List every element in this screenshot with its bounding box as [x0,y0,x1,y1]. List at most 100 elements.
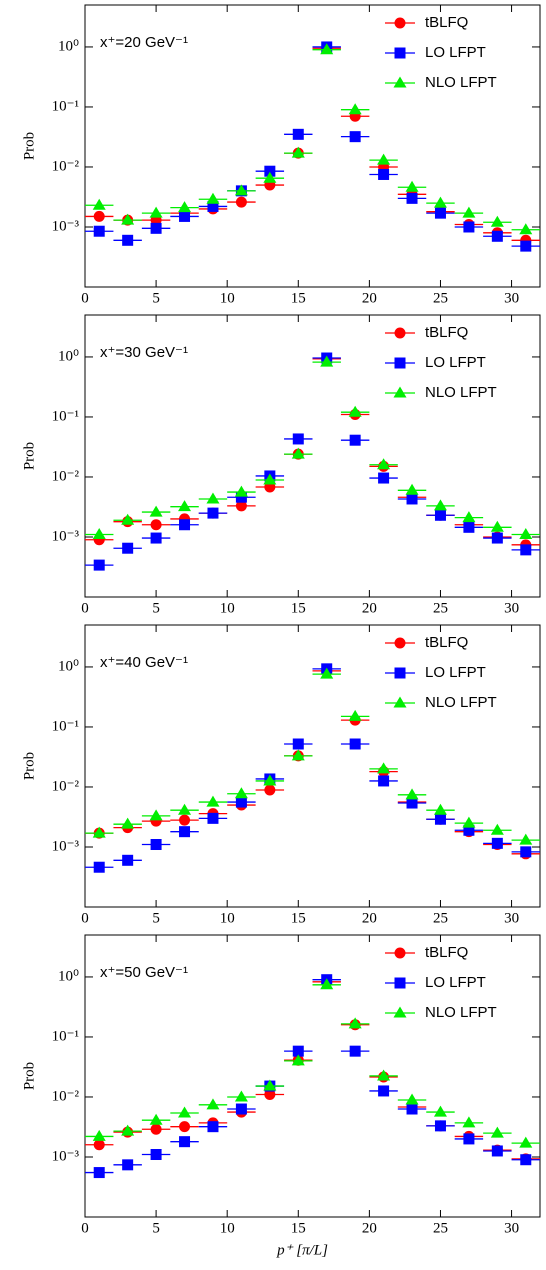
marker [93,559,105,571]
marker [291,447,305,459]
marker [378,1085,390,1097]
marker [150,222,162,234]
marker [377,458,391,470]
marker [179,826,191,838]
marker [406,1103,418,1115]
marker [150,839,162,851]
panel-title: x⁺=30 GeV⁻¹ [100,344,188,361]
legend-marker [394,977,406,989]
marker [491,230,503,242]
y-tick-label: 10⁰ [58,658,79,674]
marker [235,500,247,512]
marker [433,1105,447,1117]
marker [150,1123,162,1135]
marker [292,128,304,140]
x-tick-label: 0 [81,600,89,616]
marker [150,532,162,544]
x-tick-label: 25 [433,910,448,926]
legend-marker [393,386,407,398]
marker [349,131,361,143]
marker [377,153,391,165]
marker [405,483,419,495]
marker [520,240,532,252]
marker [150,1149,162,1161]
marker [292,1045,304,1057]
y-tick-label: 10⁰ [58,968,79,984]
y-tick-label: 10⁰ [58,38,79,54]
legend-label: tBLFQ [425,944,468,961]
x-tick-label: 20 [362,1220,377,1236]
legend-label: tBLFQ [425,324,468,341]
plot-frame [84,624,541,908]
marker [348,709,362,721]
marker [377,1069,391,1081]
marker [93,861,105,873]
marker [122,1159,134,1171]
marker [434,1120,446,1132]
marker [149,1113,163,1125]
marker [264,784,276,796]
marker [235,491,247,503]
legend-marker [393,76,407,88]
marker [519,833,533,845]
marker [491,1145,503,1157]
x-tick-label: 30 [504,600,519,616]
marker [92,198,106,210]
y-axis-label: Prob [21,1062,37,1090]
marker [92,826,106,838]
marker [405,180,419,192]
x-tick-label: 15 [291,1220,306,1236]
panel-title: x⁺=40 GeV⁻¹ [100,654,188,671]
marker [349,1045,361,1057]
plot-area [85,974,540,1179]
y-tick-label: 10⁻³ [52,1148,80,1164]
y-tick-label: 10⁻² [52,468,80,484]
marker [519,1136,533,1148]
marker [149,809,163,821]
marker [178,803,192,815]
marker [491,837,503,849]
x-tick-label: 25 [433,1220,448,1236]
marker [463,221,475,233]
x-tick-label: 0 [81,290,89,306]
legend-marker [394,17,406,29]
marker [463,824,475,836]
y-tick-label: 10⁻¹ [52,98,79,114]
marker [292,738,304,750]
marker [378,168,390,180]
y-tick-label: 10⁻² [52,1088,80,1104]
marker [462,1116,476,1128]
panel-title: x⁺=20 GeV⁻¹ [100,34,188,51]
y-tick-label: 10⁻³ [52,528,80,544]
y-tick-label: 10⁻¹ [52,1028,79,1044]
marker [179,1121,191,1133]
x-tick-label: 15 [291,910,306,926]
legend-marker [394,667,406,679]
marker [206,492,220,504]
marker [263,171,277,183]
y-tick-label: 10⁻² [52,158,80,174]
y-tick-label: 10⁻² [52,778,80,794]
marker [490,520,504,532]
marker [406,797,418,809]
marker [320,43,334,55]
marker [122,542,134,554]
marker [178,1106,192,1118]
marker [349,434,361,446]
marker [433,196,447,208]
marker [93,1167,105,1179]
plot-area [85,41,540,252]
marker [92,528,106,540]
marker [207,812,219,824]
marker [377,762,391,774]
legend-label: LO LFPT [425,44,486,61]
x-tick-label: 5 [152,290,160,306]
y-tick-label: 10⁻¹ [52,408,79,424]
marker [490,1126,504,1138]
marker [149,505,163,517]
marker [520,846,532,858]
legend-label: tBLFQ [425,14,468,31]
marker [490,215,504,227]
x-tick-label: 25 [433,600,448,616]
